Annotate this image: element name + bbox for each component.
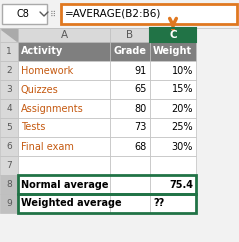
Text: 65: 65 [135, 84, 147, 94]
Polygon shape [1, 29, 17, 41]
FancyBboxPatch shape [150, 175, 196, 194]
FancyBboxPatch shape [0, 156, 18, 175]
Text: 2: 2 [6, 66, 12, 75]
Text: Tests: Tests [21, 122, 45, 133]
Text: 73: 73 [135, 122, 147, 133]
FancyBboxPatch shape [18, 175, 110, 194]
Text: 75.4: 75.4 [169, 180, 193, 189]
Text: Normal average: Normal average [21, 180, 109, 189]
Text: 8: 8 [6, 180, 12, 189]
FancyBboxPatch shape [0, 194, 18, 213]
FancyBboxPatch shape [150, 42, 196, 61]
FancyBboxPatch shape [2, 4, 47, 24]
FancyBboxPatch shape [110, 99, 150, 118]
FancyBboxPatch shape [0, 137, 18, 156]
Text: 9: 9 [6, 199, 12, 208]
Text: 7: 7 [6, 161, 12, 170]
FancyBboxPatch shape [0, 42, 18, 61]
FancyBboxPatch shape [18, 42, 110, 61]
Text: 25%: 25% [171, 122, 193, 133]
Text: Grade: Grade [114, 46, 147, 56]
FancyBboxPatch shape [110, 42, 150, 61]
Text: 30%: 30% [172, 142, 193, 151]
Text: Activity: Activity [21, 46, 63, 56]
FancyBboxPatch shape [110, 118, 150, 137]
Text: Quizzes: Quizzes [21, 84, 59, 94]
FancyBboxPatch shape [150, 156, 196, 175]
Text: Weight: Weight [153, 46, 192, 56]
FancyBboxPatch shape [110, 28, 150, 42]
FancyBboxPatch shape [18, 80, 110, 99]
FancyBboxPatch shape [150, 118, 196, 137]
FancyBboxPatch shape [110, 175, 150, 194]
Text: 1: 1 [6, 47, 12, 56]
Text: C8: C8 [16, 9, 29, 19]
Text: C: C [169, 30, 177, 40]
Text: Assignments: Assignments [21, 104, 84, 113]
Text: =AVERAGE(B2:B6): =AVERAGE(B2:B6) [65, 9, 161, 19]
Text: Weighted average: Weighted average [21, 198, 122, 209]
FancyBboxPatch shape [18, 99, 110, 118]
FancyBboxPatch shape [0, 175, 18, 194]
FancyBboxPatch shape [18, 194, 110, 213]
FancyBboxPatch shape [18, 28, 110, 42]
FancyBboxPatch shape [0, 28, 18, 42]
FancyBboxPatch shape [0, 99, 18, 118]
Text: 3: 3 [6, 85, 12, 94]
Text: ⠿: ⠿ [50, 9, 56, 18]
FancyBboxPatch shape [110, 137, 150, 156]
FancyBboxPatch shape [150, 80, 196, 99]
FancyBboxPatch shape [61, 4, 237, 24]
FancyBboxPatch shape [150, 137, 196, 156]
Text: 4: 4 [6, 104, 12, 113]
Text: 80: 80 [135, 104, 147, 113]
Text: ??: ?? [153, 198, 164, 209]
FancyBboxPatch shape [110, 194, 150, 213]
FancyBboxPatch shape [0, 61, 18, 80]
FancyBboxPatch shape [110, 80, 150, 99]
Text: A: A [60, 30, 68, 40]
FancyBboxPatch shape [18, 61, 110, 80]
Text: 68: 68 [135, 142, 147, 151]
FancyBboxPatch shape [110, 61, 150, 80]
FancyBboxPatch shape [150, 61, 196, 80]
Text: 91: 91 [135, 66, 147, 76]
FancyBboxPatch shape [18, 137, 110, 156]
FancyBboxPatch shape [18, 156, 110, 175]
FancyBboxPatch shape [110, 156, 150, 175]
Text: 15%: 15% [172, 84, 193, 94]
Text: 5: 5 [6, 123, 12, 132]
Text: 20%: 20% [172, 104, 193, 113]
Text: Final exam: Final exam [21, 142, 74, 151]
Text: Homework: Homework [21, 66, 73, 76]
Text: B: B [126, 30, 134, 40]
Text: 10%: 10% [172, 66, 193, 76]
FancyBboxPatch shape [18, 118, 110, 137]
FancyBboxPatch shape [150, 194, 196, 213]
FancyBboxPatch shape [0, 2, 239, 26]
FancyBboxPatch shape [0, 118, 18, 137]
FancyBboxPatch shape [150, 99, 196, 118]
Text: 6: 6 [6, 142, 12, 151]
FancyBboxPatch shape [150, 28, 196, 42]
FancyBboxPatch shape [0, 80, 18, 99]
